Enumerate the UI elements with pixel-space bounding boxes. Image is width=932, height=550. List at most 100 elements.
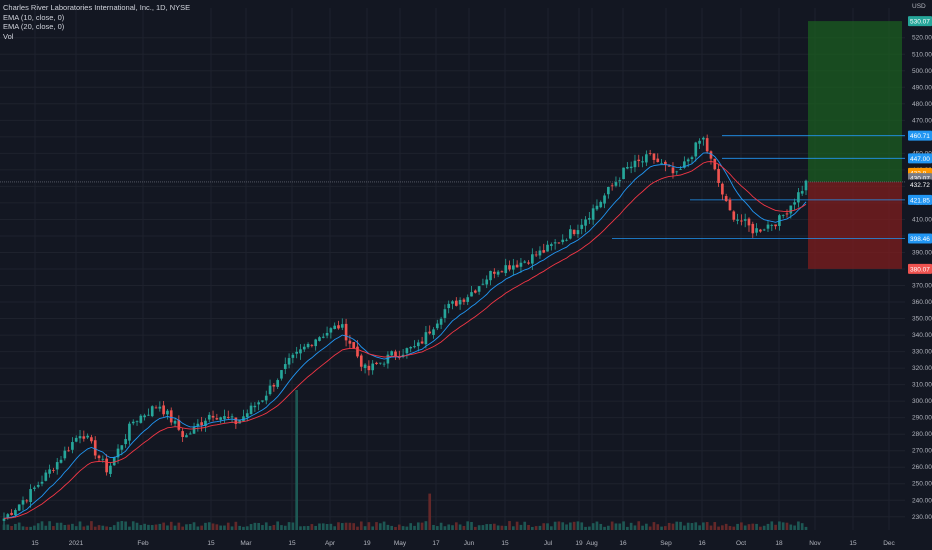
volume-legend[interactable]: Vol [3, 31, 14, 41]
volume-bar [713, 522, 717, 530]
volume-bar [774, 524, 777, 530]
candle-body [762, 229, 766, 231]
volume-bar [485, 524, 489, 530]
candle-body [683, 161, 686, 168]
candle-body [139, 415, 143, 423]
volume-bar [641, 525, 644, 530]
candle-body [105, 458, 108, 473]
candle-body [93, 440, 97, 456]
candle-body [314, 339, 318, 347]
volume-bar [124, 521, 127, 530]
x-tick-label: 18 [775, 540, 783, 547]
volume-bar [219, 525, 222, 530]
volume-bar [462, 525, 466, 530]
x-tick-label: May [394, 540, 407, 547]
ema10-legend[interactable]: EMA (10, close, 0) [3, 12, 65, 22]
candle-body [557, 242, 561, 244]
candle-body [470, 292, 473, 297]
candle-body [481, 283, 485, 285]
candle-body [721, 183, 724, 195]
candle-body [424, 332, 428, 345]
volume-bar [367, 522, 371, 530]
volume-bar [333, 526, 337, 530]
candle-body [713, 158, 717, 170]
candle-body [451, 301, 454, 304]
volume-bar [724, 523, 728, 530]
candle-body [751, 223, 755, 234]
candle-body [52, 470, 55, 471]
candle-body [340, 324, 344, 328]
volume-bar [580, 522, 584, 530]
volume-bar [310, 524, 314, 530]
symbol-title[interactable]: Charles River Laboratories International… [3, 3, 191, 12]
candle-body [538, 250, 542, 256]
candle-body [793, 202, 796, 205]
candle-body [534, 254, 538, 256]
volume-bar [473, 526, 477, 530]
volume-bar [257, 523, 260, 530]
volume-bar [344, 522, 348, 530]
y-tick-label: 300.00 [912, 398, 932, 405]
volume-bar [607, 525, 610, 530]
volume-bar [797, 521, 800, 530]
candle-body [371, 363, 375, 371]
candle-body [443, 309, 447, 318]
volume-bar [48, 521, 51, 530]
volume-bar [481, 525, 485, 530]
price-tag [908, 233, 932, 244]
candle-body [219, 417, 222, 420]
candle-body [804, 180, 808, 191]
volume-bar [173, 525, 177, 530]
candle-body [420, 341, 424, 344]
time-axis[interactable]: 15 2021 Feb 15 Mar 15 Apr 19 May 17 Jun 15 Jul 19 Aug 1… [31, 540, 895, 547]
candle-body [458, 299, 462, 305]
candle-body [705, 138, 709, 152]
volume-bar [192, 522, 196, 530]
volume-bar [14, 523, 17, 530]
volume-bar [131, 521, 135, 530]
candle-body [800, 191, 804, 194]
volume-bar [299, 526, 302, 530]
candle-body [128, 423, 131, 441]
candle-body [150, 406, 154, 417]
candle-body [131, 421, 135, 424]
candle-body [337, 325, 340, 329]
volume-bar [238, 525, 241, 530]
volume-bar [420, 522, 424, 530]
volume-bar [188, 524, 192, 530]
price-axis[interactable]: 230.00 240.00 250.00 260.00 270.00 280.00 290.… [912, 3, 932, 521]
volume-bar [770, 521, 774, 530]
y-tick-label: 520.00 [912, 35, 932, 42]
candle-body [310, 345, 314, 346]
ema20-legend[interactable]: EMA (20, close, 0) [3, 22, 65, 31]
candle-body [223, 416, 226, 419]
candle-body [82, 436, 86, 439]
y-tick-label: 230.00 [912, 514, 932, 521]
candle-body [325, 332, 329, 336]
candle-body [215, 418, 219, 420]
price-tag-label: 430.07 [910, 176, 930, 183]
currency-label: USD [912, 3, 926, 10]
candle-body [302, 346, 306, 350]
volume-bar [416, 522, 420, 530]
volume-bar [74, 526, 78, 530]
candle-body [569, 229, 572, 239]
candle-body [671, 167, 675, 174]
candle-body [29, 489, 32, 503]
volume-bar [477, 525, 481, 530]
volume-bar [664, 526, 667, 530]
candle-body [508, 265, 511, 270]
volume-bar [245, 526, 249, 530]
candle-body [561, 239, 565, 243]
volume-bar [504, 525, 508, 530]
volume-bar [789, 524, 793, 530]
candle-body [698, 140, 701, 144]
candle-body [162, 405, 165, 415]
candle-body [728, 199, 732, 211]
volume-bar [67, 524, 70, 530]
candle-body [272, 384, 276, 387]
candle-body [329, 328, 333, 333]
volume-bar [21, 526, 25, 530]
volume-bar [648, 526, 652, 530]
